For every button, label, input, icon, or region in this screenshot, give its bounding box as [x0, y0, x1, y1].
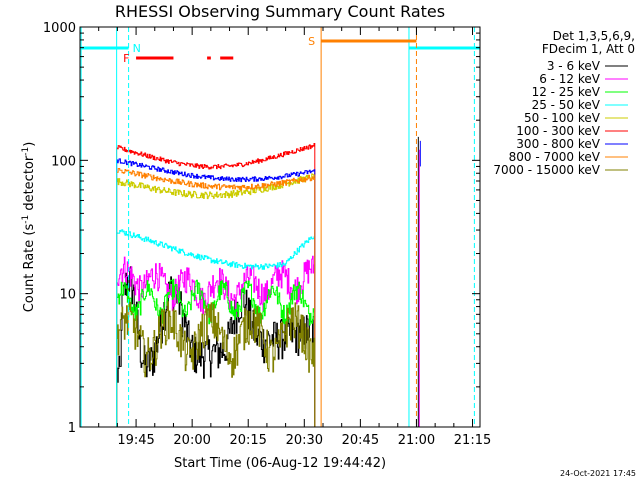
- legend-header-line-1: Det 1,3,5,6,9,: [553, 29, 635, 43]
- legend-label: 12 - 25 keV: [532, 85, 601, 99]
- x-tick-label: 20:30: [286, 433, 323, 448]
- y-tick-label: 10: [59, 288, 76, 303]
- series-line: [116, 266, 316, 427]
- footer-date: 24-Oct-2021 17:45: [560, 469, 636, 478]
- x-axis-label: Start Time (06-Aug-12 19:44:42): [174, 456, 386, 471]
- legend: Det 1,3,5,6,9, FDecim 1, Att 0 3 - 6 keV…: [493, 29, 635, 177]
- series-line: [116, 278, 316, 427]
- legend-header-line-2: FDecim 1, Att 0: [542, 42, 635, 56]
- x-tick-label: 20:15: [229, 433, 266, 448]
- chart-title: RHESSI Observing Summary Count Rates: [115, 2, 445, 21]
- series-line: [116, 143, 316, 427]
- x-tick-label: 20:00: [173, 433, 210, 448]
- series-line: [116, 173, 316, 427]
- y-tick-label: 1000: [43, 21, 76, 36]
- series-line: [116, 229, 316, 427]
- saa-flag-label: S: [308, 35, 315, 48]
- legend-label: 3 - 6 keV: [547, 59, 601, 73]
- series-line: [116, 168, 316, 427]
- axes-layer: 19:45 20:00 20:15 20:30 20:45 21:00 21:15 1 10 10…: [43, 21, 491, 448]
- legend-label: 100 - 300 keV: [516, 124, 600, 138]
- series-line: [116, 301, 316, 427]
- legend-label: 7000 - 15000 keV: [493, 163, 600, 177]
- x-tick-label: 19:45: [117, 433, 154, 448]
- x-tick-label: 21:00: [398, 433, 435, 448]
- legend-label: 50 - 100 keV: [524, 111, 601, 125]
- flare-flag-label: F: [123, 52, 129, 65]
- legend-label: 300 - 800 keV: [516, 137, 600, 151]
- y-axis-label: Count Rate (s-1 detector-1): [21, 142, 37, 313]
- night-flag-label: N: [133, 42, 141, 55]
- flag-layer: NF S: [80, 27, 480, 427]
- plot-frame: [79, 26, 481, 428]
- legend-label: 800 - 7000 keV: [509, 150, 601, 164]
- plot-data-layer: [116, 136, 421, 427]
- series-line: [116, 255, 316, 427]
- series-line: [116, 158, 316, 427]
- y-tick-label: 100: [51, 154, 76, 169]
- x-tick-label: 21:15: [454, 433, 491, 448]
- legend-label: 25 - 50 keV: [532, 98, 601, 112]
- x-tick-label: 20:45: [342, 433, 379, 448]
- y-tick-label: 1: [68, 421, 76, 436]
- legend-label: 6 - 12 keV: [539, 72, 601, 86]
